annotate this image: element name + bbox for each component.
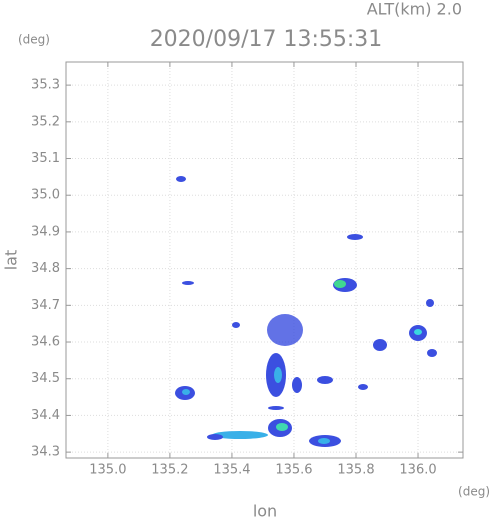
y-tick-label: 34.4 — [31, 408, 60, 423]
y-tick-label: 35.1 — [31, 151, 60, 166]
y-tick-label: 35.3 — [31, 78, 60, 93]
x-tick-label: 135.0 — [89, 463, 126, 478]
y-tick-label: 35.0 — [31, 188, 60, 203]
y-tick-label: 34.6 — [31, 335, 60, 350]
x-tick-label: 135.8 — [337, 463, 374, 478]
x-tick-label: 136.0 — [399, 463, 436, 478]
x-axis-label: lon — [253, 502, 277, 521]
x-tick-label: 135.2 — [151, 463, 188, 478]
x-tick-label: 135.6 — [275, 463, 312, 478]
plot-frame — [65, 61, 464, 459]
y-tick-label: 34.5 — [31, 371, 60, 386]
x-tick-label: 135.4 — [213, 463, 250, 478]
altitude-label: ALT(km) 2.0 — [367, 0, 462, 19]
y-tick-label: 34.3 — [31, 445, 60, 460]
y-tick-label: 34.8 — [31, 261, 60, 276]
chart-title: 2020/09/17 13:55:31 — [150, 27, 383, 52]
y-axis-label: lat — [2, 250, 21, 271]
x-unit: (deg) — [458, 485, 490, 499]
y-tick-label: 34.7 — [31, 298, 60, 313]
y-unit: (deg) — [18, 33, 50, 47]
y-tick-label: 34.9 — [31, 224, 60, 239]
radar-echoes — [175, 176, 437, 447]
y-tick-label: 35.2 — [31, 114, 60, 129]
